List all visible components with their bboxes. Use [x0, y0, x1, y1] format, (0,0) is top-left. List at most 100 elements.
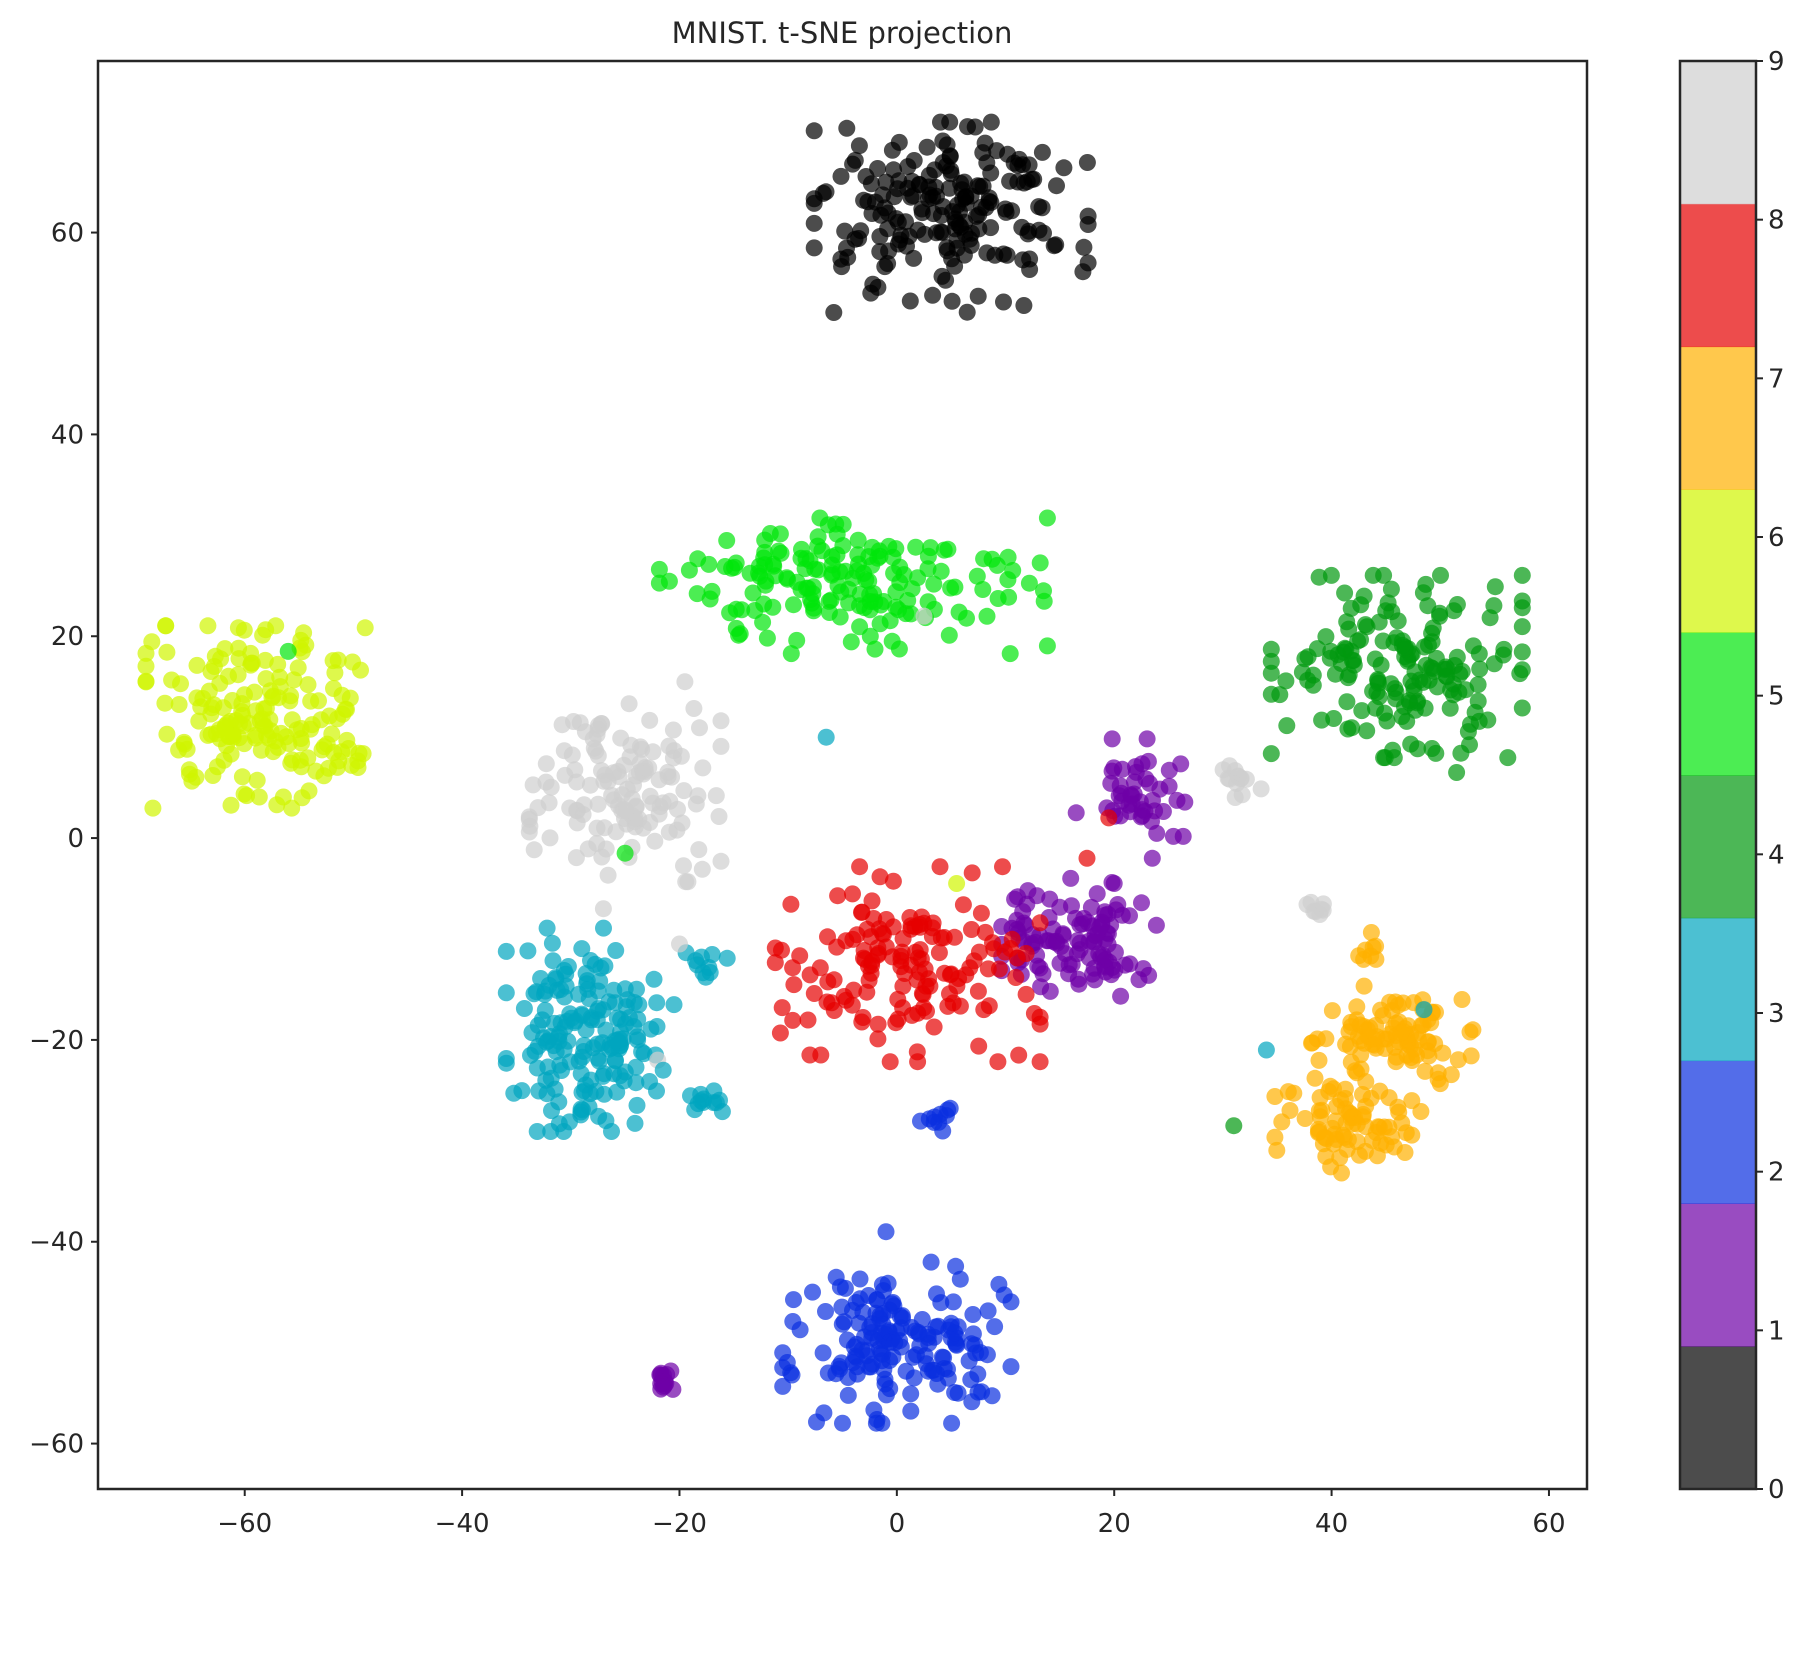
scatter-point-6	[356, 619, 374, 637]
scatter-point-5	[855, 564, 873, 582]
scatter-point-5	[701, 590, 719, 608]
scatter-point-5	[925, 575, 943, 593]
scatter-point-9	[675, 782, 693, 800]
scatter-point-6	[212, 650, 230, 668]
scatter-point-3	[608, 1009, 626, 1027]
colorbar-tick-label: 9	[1768, 47, 1785, 77]
scatter-point-6	[157, 617, 175, 635]
scatter-point-0	[900, 227, 918, 245]
scatter-point-7	[1422, 1014, 1440, 1032]
scatter-point-3	[616, 980, 634, 998]
colorbar-segment	[1680, 346, 1756, 490]
colorbar-tick-label: 6	[1768, 523, 1785, 553]
scatter-point-8	[941, 985, 958, 1003]
scatter-point-7	[1392, 1024, 1410, 1042]
scatter-point-6	[156, 694, 174, 712]
scatter-point-3	[589, 1049, 607, 1067]
scatter-point-0	[1023, 170, 1041, 188]
scatter-point-2	[784, 1313, 802, 1330]
scatter-point-5	[1004, 562, 1022, 579]
scatter-point-0	[902, 188, 920, 206]
scatter-point-1	[1091, 918, 1109, 936]
scatter-point-3	[595, 919, 612, 937]
scatter-point-7	[1317, 1030, 1335, 1048]
scatter-point-8	[843, 996, 861, 1014]
scatter-point-2	[978, 1346, 996, 1364]
scatter-point-4	[1486, 578, 1504, 596]
scatter-point-8	[799, 1011, 817, 1029]
scatter-point-7	[1317, 1130, 1335, 1148]
scatter-point-9	[650, 771, 668, 789]
scatter-point-8	[828, 938, 846, 956]
scatter-point-5	[788, 573, 806, 591]
scatter-point-8	[773, 999, 791, 1017]
colorbar-tick-label: 3	[1768, 999, 1785, 1029]
scatter-point-1	[1172, 755, 1190, 773]
scatter-point-2	[902, 1402, 920, 1420]
scatter-point-9	[644, 794, 662, 812]
scatter-point-0	[918, 138, 936, 156]
scatter-point-5	[771, 525, 789, 543]
scatter-point-8	[979, 960, 997, 978]
scatter-point-5	[922, 539, 939, 557]
scatter-point-4	[1299, 671, 1317, 689]
scatter-point-3	[606, 1032, 624, 1050]
colorbar: 0 1 2 3 4 5 6 7 8 9	[1678, 47, 1785, 1505]
scatter-point-9	[690, 841, 708, 859]
scatter-point-7	[1374, 1007, 1392, 1025]
scatter-point-4	[1445, 686, 1462, 704]
scatter-point-9	[675, 857, 692, 875]
scatter-point-0	[1030, 198, 1048, 216]
scatter-point-7	[1348, 1064, 1366, 1082]
scatter-point-9	[556, 766, 574, 784]
scatter-point-8	[889, 1010, 907, 1028]
scatter-point-2	[867, 1414, 885, 1432]
scatter-point-8	[851, 858, 869, 876]
chart-title: MNIST. t-SNE projection	[672, 16, 1013, 50]
scatter-point-5	[1031, 554, 1049, 572]
scatter-point-4	[1513, 592, 1531, 610]
scatter-point-6	[229, 619, 247, 637]
scatter-point-0	[825, 304, 843, 321]
scatter-point-9	[529, 799, 547, 817]
scatter-point-3	[555, 1041, 573, 1058]
scatter-point-8	[1008, 949, 1026, 967]
scatter-point-4	[1262, 685, 1280, 703]
scatter-point-6	[300, 782, 318, 800]
scatter-point-8	[1078, 849, 1096, 867]
scatter-point-8	[853, 903, 870, 921]
scatter-point-5	[809, 537, 827, 555]
scatter-point-2	[851, 1270, 869, 1288]
scatter-point-5	[1020, 574, 1038, 592]
scatter-point-9	[693, 860, 711, 878]
scatter-point-7	[1281, 1102, 1299, 1119]
scatter-point-4	[1499, 749, 1517, 767]
scatter-point-5	[700, 555, 718, 573]
scatter-point-0	[862, 175, 880, 193]
scatter-point-9	[588, 819, 606, 837]
scatter-point-0	[805, 214, 823, 232]
scatter-point-6	[243, 654, 261, 672]
scatter-point-2	[946, 1324, 964, 1342]
scatter-point-5	[940, 626, 958, 644]
scatter-point-6	[307, 762, 325, 780]
scatter-point-1	[1088, 885, 1106, 903]
colorbar-tick-label: 8	[1768, 206, 1785, 236]
scatter-point-4	[1374, 632, 1392, 650]
scatter-point-0	[978, 154, 996, 172]
scatter-point-4	[1262, 664, 1280, 682]
scatter-point-1	[1154, 803, 1172, 820]
scatter-point-3	[561, 1113, 578, 1131]
scatter-point-7	[1327, 1112, 1345, 1130]
scatter-point-9	[1307, 903, 1324, 921]
scatter-point-5	[842, 633, 860, 651]
scatter-point-5	[823, 564, 841, 582]
scatter-point-2	[804, 1283, 821, 1301]
scatter-point-9	[581, 776, 599, 794]
scatter-point-2	[969, 1365, 987, 1383]
scatter-point-5	[895, 566, 913, 584]
scatter-point-1	[1063, 955, 1081, 973]
scatter-point-9	[671, 935, 688, 953]
scatter-point-9	[622, 736, 640, 754]
scatter-point-9	[685, 700, 703, 717]
